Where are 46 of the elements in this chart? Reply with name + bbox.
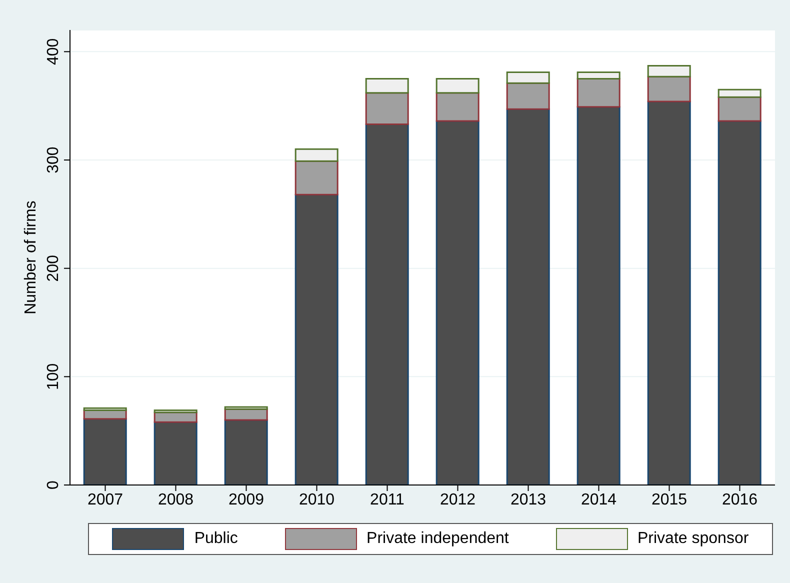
x-tick-label: 2007 (87, 491, 124, 508)
bar (365, 124, 409, 485)
bar (365, 78, 409, 94)
y-tick-label: 200 (45, 254, 62, 282)
x-tick-label: 2011 (370, 491, 405, 508)
bar (647, 76, 691, 102)
bar (436, 120, 480, 485)
bar (647, 65, 691, 78)
bar (83, 407, 127, 411)
bar (718, 88, 762, 98)
bar (224, 406, 268, 410)
bar (718, 120, 762, 485)
bar (718, 96, 762, 122)
y-tick-label: 0 (45, 480, 62, 490)
bar (506, 72, 550, 84)
y-tick-label: 100 (45, 363, 62, 390)
bar (294, 194, 338, 485)
bar (576, 106, 620, 485)
bar (436, 92, 480, 122)
x-tick-label: 2016 (722, 491, 758, 508)
x-tick-label: 2009 (228, 491, 264, 508)
bar (647, 100, 691, 485)
y-axis-title: Number of firms (22, 200, 40, 314)
bar (576, 72, 620, 80)
bar (154, 410, 198, 414)
bar (294, 160, 338, 196)
legend-label: Private independent (366, 530, 509, 548)
y-tick-label: 300 (45, 146, 62, 174)
bar (224, 408, 268, 421)
bar (224, 419, 268, 485)
y-tick-label: 400 (45, 38, 62, 66)
legend-label: Public (194, 530, 238, 548)
x-tick-label: 2010 (298, 491, 335, 508)
bar (506, 82, 550, 110)
legend-label: Private sponsor (638, 530, 749, 548)
x-tick-label: 2012 (440, 491, 476, 508)
x-tick-label: 2015 (651, 491, 688, 508)
x-tick-label: 2013 (510, 491, 546, 508)
bar (83, 418, 127, 485)
bar (506, 108, 550, 485)
x-tick-label: 2008 (158, 491, 194, 508)
bar (436, 78, 480, 94)
bar (576, 78, 620, 108)
bar (365, 92, 409, 125)
bar (154, 421, 198, 485)
x-tick-label: 2014 (580, 491, 617, 508)
